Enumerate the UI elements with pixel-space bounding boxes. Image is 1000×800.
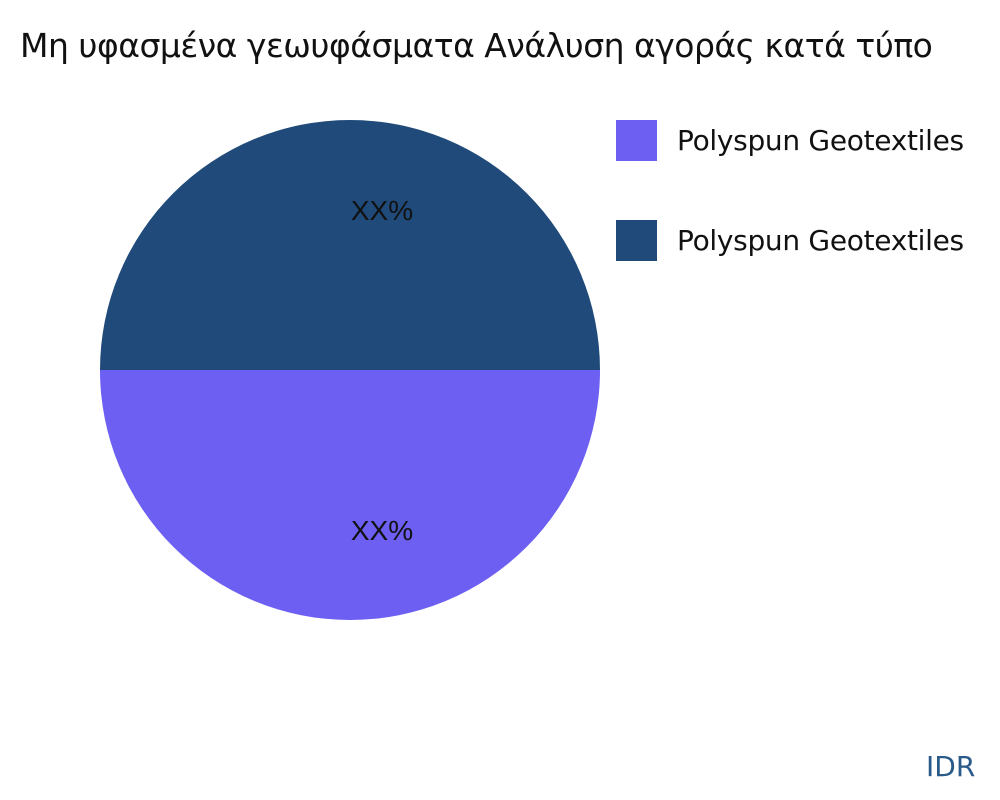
slice-data-label: XX% xyxy=(351,195,413,226)
chart-title: Μη υφασμένα γεωυφάσματα Ανάλυση αγοράς κ… xyxy=(20,26,933,65)
legend-swatch xyxy=(616,219,657,261)
slice-data-label: XX% xyxy=(351,515,413,546)
legend-item[interactable]: Polyspun Geotextiles xyxy=(616,119,964,161)
legend-label: Polyspun Geotextiles xyxy=(677,123,964,157)
legend-swatch xyxy=(616,119,657,161)
legend-label: Polyspun Geotextiles xyxy=(677,223,964,257)
pie-slice[interactable] xyxy=(100,120,600,370)
pie-slice[interactable] xyxy=(100,370,600,620)
watermark-logo: IDR xyxy=(926,750,976,783)
legend-item[interactable]: Polyspun Geotextiles xyxy=(616,219,964,261)
